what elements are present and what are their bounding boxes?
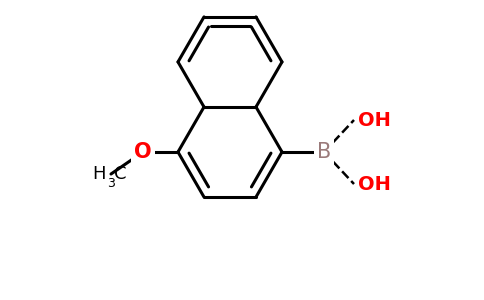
- Text: OH: OH: [358, 110, 391, 130]
- Text: C: C: [114, 165, 126, 183]
- Text: 3: 3: [107, 177, 115, 190]
- Text: H: H: [92, 165, 106, 183]
- Text: OH: OH: [358, 175, 391, 194]
- Text: B: B: [317, 142, 331, 162]
- Text: O: O: [134, 142, 152, 162]
